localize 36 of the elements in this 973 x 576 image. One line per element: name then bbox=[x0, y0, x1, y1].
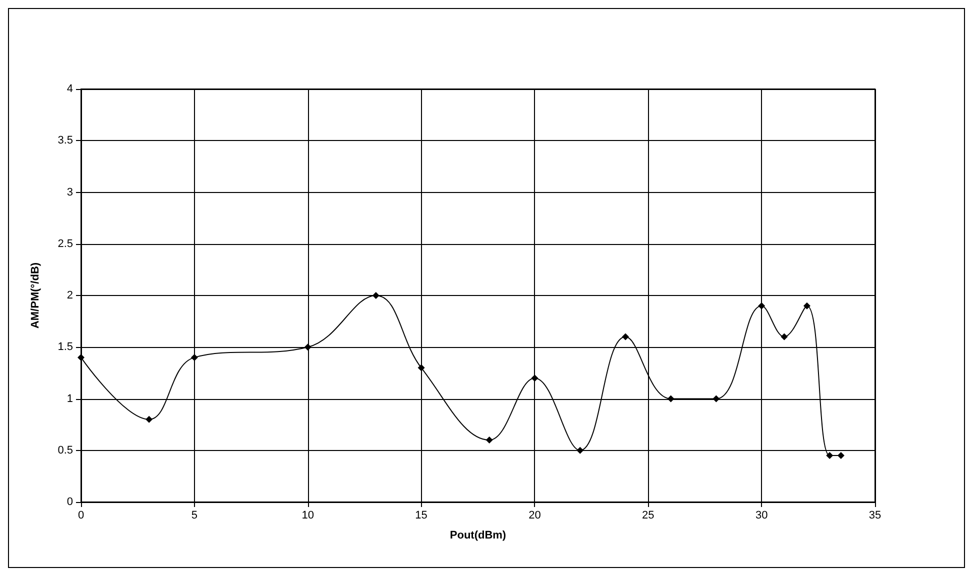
point bbox=[78, 354, 84, 361]
point bbox=[576, 446, 584, 454]
x-tick-label: 0 bbox=[78, 510, 84, 522]
y-tick-label: 0 bbox=[66, 496, 73, 508]
y-tick-label: 0.5 bbox=[58, 444, 73, 456]
point bbox=[667, 395, 674, 402]
x-tick-label: 20 bbox=[528, 510, 541, 522]
point bbox=[622, 333, 629, 340]
x-tick-label: 30 bbox=[755, 510, 768, 522]
y-tick-label: 2.5 bbox=[58, 238, 73, 250]
y-tick-label: 1.5 bbox=[58, 341, 73, 354]
y-tick-label: 3 bbox=[66, 186, 73, 198]
y-tick-label: 2 bbox=[66, 290, 73, 302]
point bbox=[486, 436, 493, 444]
point bbox=[803, 302, 810, 310]
point bbox=[418, 364, 425, 372]
x-tick-label: 35 bbox=[868, 510, 882, 522]
x-tick-label: 15 bbox=[415, 510, 428, 522]
x-tick-label: 5 bbox=[191, 510, 198, 522]
x-axis-title: Pout(dBm) bbox=[450, 530, 506, 542]
point bbox=[780, 333, 788, 340]
point bbox=[304, 344, 312, 351]
point bbox=[826, 452, 834, 460]
y-tick-label: 4 bbox=[66, 83, 73, 95]
y-tick-label: 3.5 bbox=[58, 134, 73, 147]
point bbox=[146, 416, 153, 423]
y-axis-title: AM/PM(°/dB) bbox=[30, 262, 42, 329]
y-tick-label: 1 bbox=[66, 392, 73, 405]
x-tick-label: 10 bbox=[302, 510, 314, 522]
point bbox=[758, 302, 766, 310]
point bbox=[531, 374, 538, 382]
point bbox=[712, 395, 720, 402]
point bbox=[190, 354, 198, 361]
x-tick-label: 25 bbox=[642, 510, 654, 522]
point bbox=[837, 452, 844, 460]
point bbox=[372, 292, 380, 299]
